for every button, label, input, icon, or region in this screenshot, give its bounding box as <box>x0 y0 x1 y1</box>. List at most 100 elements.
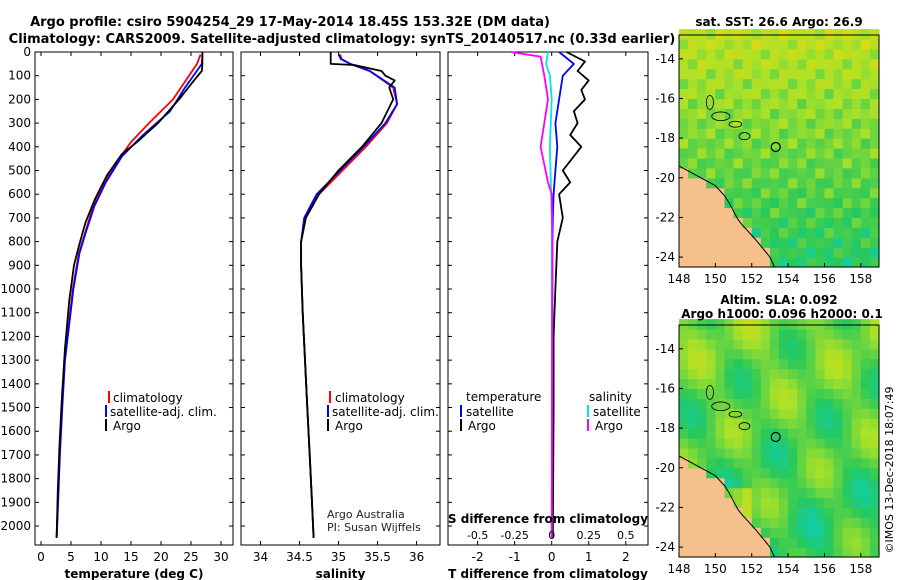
field-cell <box>760 457 771 469</box>
field-cell <box>815 157 826 169</box>
field-cell <box>679 408 689 419</box>
header-line1: Argo profile: csiro 5904254_29 17-May-20… <box>30 15 550 30</box>
field-cell <box>724 148 735 159</box>
field-cell <box>797 408 807 419</box>
field-cell <box>851 398 862 409</box>
field-cell <box>751 227 762 238</box>
field-cell <box>769 497 780 508</box>
field-cell <box>788 438 798 449</box>
y-tick-label: -18 <box>655 131 675 145</box>
field-cell <box>706 438 716 449</box>
field-cell <box>697 388 707 399</box>
field-cell <box>833 517 844 528</box>
field-cell <box>824 348 835 360</box>
field-cell <box>751 398 762 409</box>
field-cell <box>797 467 807 479</box>
y-tick-label: 1800 <box>0 472 31 486</box>
x-tick-label: 20 <box>153 550 168 564</box>
field-cell <box>679 48 689 60</box>
land-cell <box>679 207 689 218</box>
field-cell <box>851 348 862 360</box>
field-cell <box>779 128 789 139</box>
field-cell <box>788 68 798 80</box>
land-cell <box>706 257 716 268</box>
field-cell <box>833 68 844 80</box>
field-cell <box>806 237 816 248</box>
field-cell <box>751 388 762 399</box>
field-cell <box>851 48 862 60</box>
land-cell <box>688 547 698 558</box>
field-cell <box>724 177 735 189</box>
field-cell <box>779 227 789 238</box>
field-cell <box>742 447 753 459</box>
field-cell <box>688 138 698 149</box>
land-cell <box>751 247 762 258</box>
field-cell <box>679 78 689 90</box>
field-cell <box>751 187 762 199</box>
field-cell <box>788 507 798 518</box>
field-cell <box>769 29 780 40</box>
field-cell <box>779 338 789 350</box>
field-cell <box>833 58 844 70</box>
land-cell <box>679 237 689 248</box>
field-cell <box>806 128 816 139</box>
field-cell <box>760 118 771 129</box>
field-cell <box>769 108 780 119</box>
field-cell <box>806 457 816 469</box>
land-cell <box>742 247 753 258</box>
field-cell <box>797 457 807 469</box>
legend-temp-satellite-label: satellite <box>466 405 514 419</box>
field-cell <box>824 217 835 228</box>
land-cell <box>697 507 707 518</box>
field-cell <box>797 118 807 129</box>
field-cell <box>760 68 771 80</box>
field-cell <box>842 319 853 330</box>
land-cell <box>697 487 707 499</box>
field-cell <box>760 428 771 439</box>
field-cell <box>815 547 826 558</box>
field-cell <box>788 329 798 340</box>
field-cell <box>869 418 880 429</box>
field-cell <box>815 237 826 248</box>
land-cell <box>679 167 689 179</box>
field-cell <box>869 68 880 80</box>
x-tick-label: 148 <box>668 272 691 286</box>
x-tick-label: 156 <box>813 562 836 576</box>
field-cell <box>779 58 789 70</box>
field-cell <box>688 128 698 139</box>
x2-tick-label: 0 <box>548 529 555 542</box>
field-cell <box>806 507 816 518</box>
x-tick-label: 15 <box>123 550 138 564</box>
field-cell <box>824 108 835 119</box>
land-cell <box>724 497 735 508</box>
field-cell <box>833 78 844 90</box>
field-cell <box>833 368 844 380</box>
field-cell <box>851 157 862 169</box>
legend-salinity-title: salinity <box>589 390 632 404</box>
temperature-legend: climatology satellite-adj. clim. Argo <box>105 391 217 433</box>
field-cell <box>815 207 826 218</box>
field-cell <box>860 408 871 419</box>
field-cell <box>797 39 807 50</box>
field-cell <box>706 348 716 360</box>
field-cell <box>742 438 753 449</box>
field-cell <box>742 48 753 60</box>
field-cell <box>788 98 798 109</box>
field-cell <box>715 177 726 189</box>
x2-tick-label: -0.5 <box>467 529 488 542</box>
field-cell <box>715 98 726 109</box>
field-cell <box>769 167 780 179</box>
sst-map-panel: 148 150 152 154 156 158 -14 -16 -18 -20 -22 -24 sat.… <box>655 15 880 286</box>
field-cell <box>751 338 762 350</box>
field-cell <box>851 257 862 268</box>
field-cell <box>788 547 798 558</box>
legend-sal-satellite-label: satellite <box>593 405 641 419</box>
field-cell <box>833 408 844 419</box>
field-cell <box>742 167 753 179</box>
field-cell <box>833 247 844 258</box>
x-tick-label: -2 <box>472 550 484 564</box>
field-cell <box>733 368 744 380</box>
field-cell <box>724 338 735 350</box>
x-tick-label: 35.5 <box>364 550 391 564</box>
field-cell <box>697 447 707 459</box>
